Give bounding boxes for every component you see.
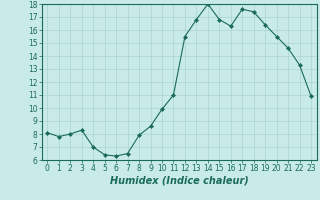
X-axis label: Humidex (Indice chaleur): Humidex (Indice chaleur) — [110, 176, 249, 186]
